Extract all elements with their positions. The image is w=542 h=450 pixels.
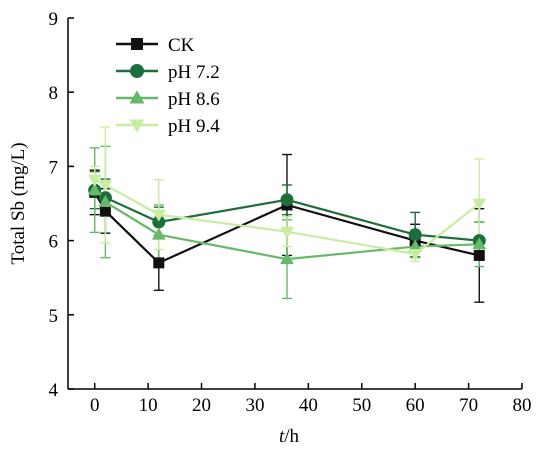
data-point-ph-8-6 bbox=[87, 183, 102, 196]
x-tick-label: 70 bbox=[459, 395, 478, 416]
data-point-ph-8-6 bbox=[98, 195, 113, 208]
legend-item-ph-7-2: pH 7.2 bbox=[116, 62, 220, 83]
error-bars-layer bbox=[89, 126, 485, 303]
x-ticks: 0 10 20 30 40 50 60 70 80 bbox=[90, 383, 532, 416]
legend-marker-ck bbox=[131, 38, 143, 50]
x-axis-label-unit: /h bbox=[284, 426, 299, 447]
legend-label-ph-8-6: pH 8.6 bbox=[168, 89, 220, 110]
data-point-ck bbox=[153, 257, 165, 269]
y-tick-label: 9 bbox=[49, 9, 59, 30]
axes: 0 10 20 30 40 50 60 70 80 4 5 6 7 8 9 bbox=[49, 9, 532, 416]
data-point-ph-8-6 bbox=[472, 237, 487, 250]
legend-label-ck: CK bbox=[168, 35, 195, 56]
data-point-ph-8-6 bbox=[151, 227, 166, 240]
legend-label-ph-9-4: pH 9.4 bbox=[168, 116, 220, 137]
y-tick-label: 8 bbox=[49, 83, 59, 104]
x-tick-label: 40 bbox=[299, 395, 318, 416]
data-point-ph-9-4 bbox=[280, 226, 294, 239]
x-tick-label: 30 bbox=[245, 395, 264, 416]
markers-layer bbox=[87, 174, 487, 269]
legend-item-ph-9-4: pH 9.4 bbox=[116, 116, 220, 137]
data-point-ph-7-2 bbox=[408, 228, 422, 242]
x-tick-label: 80 bbox=[513, 395, 532, 416]
x-tick-label: 10 bbox=[139, 395, 158, 416]
y-tick-label: 5 bbox=[49, 306, 59, 327]
y-tick-label: 7 bbox=[49, 157, 59, 178]
data-point-ph-8-6 bbox=[280, 252, 294, 265]
legend-marker-ph-9-4 bbox=[129, 119, 145, 133]
legend-item-ph-8-6: pH 8.6 bbox=[116, 89, 220, 110]
y-ticks: 4 5 6 7 8 9 bbox=[49, 9, 74, 401]
x-tick-label: 20 bbox=[192, 395, 211, 416]
x-axis-label-italic: t bbox=[279, 426, 285, 447]
legend: CK pH 7.2 pH 8.6 pH 9.4 bbox=[116, 35, 220, 137]
data-point-ph-9-4 bbox=[98, 179, 113, 192]
legend-label-ph-7-2: pH 7.2 bbox=[168, 62, 220, 83]
y-tick-label: 6 bbox=[49, 232, 59, 253]
data-point-ph-9-4 bbox=[87, 174, 102, 187]
y-tick-label: 4 bbox=[49, 380, 59, 401]
x-tick-label: 60 bbox=[406, 395, 425, 416]
legend-item-ck: CK bbox=[116, 35, 195, 56]
legend-marker-ph-8-6 bbox=[129, 90, 145, 104]
y-axis-label: Total Sb (mg/L) bbox=[8, 142, 29, 264]
data-point-ph-9-4 bbox=[151, 209, 166, 222]
x-tick-label: 50 bbox=[352, 395, 371, 416]
legend-marker-ph-7-2 bbox=[130, 64, 144, 78]
data-point-ph-7-2 bbox=[280, 193, 294, 207]
data-point-ck bbox=[99, 205, 111, 217]
x-axis-label: t/h bbox=[279, 426, 300, 447]
data-point-ph-9-4 bbox=[472, 198, 487, 211]
x-tick-label: 0 bbox=[90, 395, 100, 416]
data-point-ck bbox=[473, 249, 485, 261]
data-point-ph-9-4 bbox=[408, 248, 423, 261]
